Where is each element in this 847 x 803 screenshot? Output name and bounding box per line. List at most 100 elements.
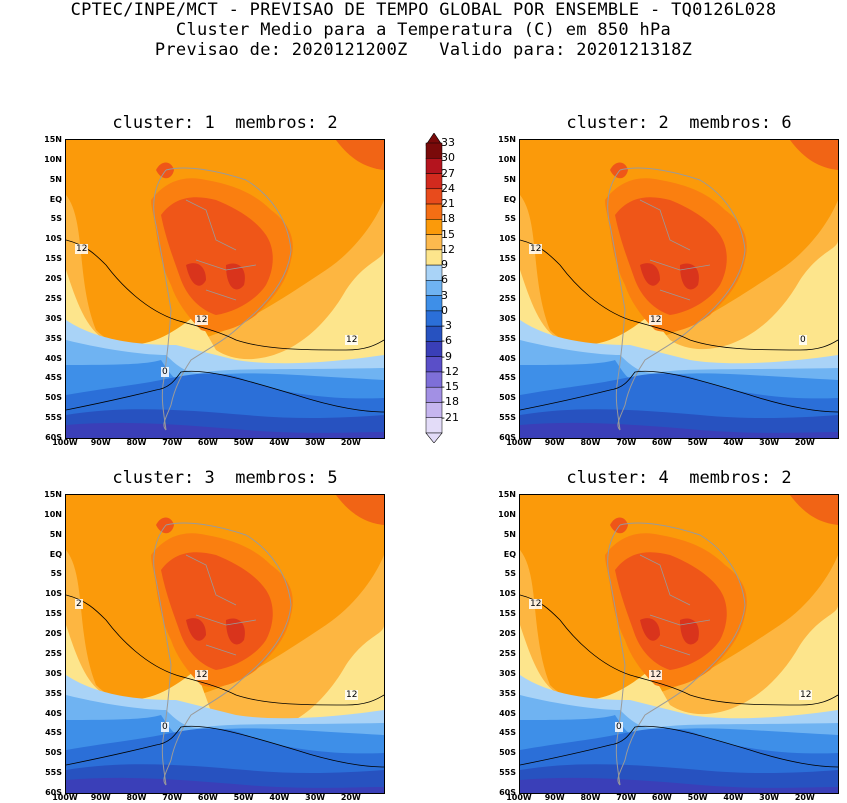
lon-tick-label: 50W (233, 793, 254, 802)
temperature-field (520, 495, 838, 793)
contour-label: 12 (195, 315, 209, 325)
lat-tick-label: 5N (503, 529, 516, 539)
colorbar-swatch (425, 371, 443, 388)
lon-tick-label: 80W (126, 438, 147, 447)
lat-tick-label: 40S (45, 708, 62, 718)
lat-tick-label: 20S (45, 274, 62, 284)
contour-label: 0 (161, 722, 169, 732)
lat-tick-label: 10N (498, 509, 516, 519)
lat-tick-label: 10N (44, 154, 62, 164)
colorbar-label: 3 (441, 288, 448, 302)
lon-tick-label: 20W (340, 793, 361, 802)
lon-tick-label: 60W (651, 438, 672, 447)
colorbar-label: -9 (441, 349, 452, 363)
lat-tick-label: 20S (499, 629, 516, 639)
colorbar-label: 24 (441, 181, 455, 195)
temperature-field (66, 140, 384, 438)
lat-tick-label: 50S (499, 748, 516, 758)
lat-tick-label: 30S (45, 668, 62, 678)
colorbar (425, 133, 443, 443)
lon-tick-label: 40W (723, 793, 744, 802)
lat-tick-label: 25S (499, 648, 516, 658)
lat-tick-label: 5S (50, 569, 62, 579)
lon-tick-label: 90W (544, 793, 565, 802)
lat-tick-label: EQ (503, 549, 516, 559)
lat-tick-label: 35S (499, 688, 516, 698)
lat-tick-label: EQ (49, 549, 62, 559)
header-title-line-2: Cluster Medio para a Temperatura (C) em … (175, 20, 672, 40)
colorbar-swatch (425, 234, 443, 251)
contour-label: 12 (529, 599, 543, 609)
colorbar-swatch (425, 280, 443, 296)
temperature-field (520, 140, 838, 438)
temperature-map-panel (519, 139, 839, 439)
contour-label: 12 (649, 670, 663, 680)
colorbar-swatch (425, 295, 443, 312)
lat-tick-label: 10N (498, 154, 516, 164)
lat-tick-label: 15S (45, 609, 62, 619)
lat-tick-label: 25S (45, 648, 62, 658)
contour-label: 12 (799, 690, 813, 700)
colorbar-label: -21 (441, 410, 459, 424)
lon-tick-label: 70W (616, 438, 637, 447)
lon-tick-label: 100W (52, 438, 78, 447)
lon-tick-label: 100W (506, 793, 532, 802)
contour-label: 12 (75, 244, 89, 254)
contour-label: 2 (75, 599, 83, 609)
colorbar-swatch (425, 264, 443, 281)
lon-tick-label: 30W (759, 438, 780, 447)
temperature-map-panel (65, 494, 385, 794)
lat-tick-label: 55S (45, 413, 62, 423)
temperature-map-panel (65, 139, 385, 439)
lon-tick-label: 30W (305, 438, 326, 447)
panel-title: cluster: 2 membros: 6 (566, 113, 792, 133)
lat-tick-label: 5S (50, 214, 62, 224)
lon-tick-label: 90W (544, 438, 565, 447)
lon-tick-label: 40W (723, 438, 744, 447)
lat-tick-label: 5S (504, 569, 516, 579)
lon-tick-label: 80W (126, 793, 147, 802)
lat-tick-label: 45S (499, 728, 516, 738)
lon-tick-label: 60W (197, 438, 218, 447)
lon-tick-label: 60W (197, 793, 218, 802)
lon-tick-label: 70W (162, 438, 183, 447)
lat-tick-label: 20S (499, 274, 516, 284)
header-title-line-1: CPTEC/INPE/MCT - PREVISAO DE TEMPO GLOBA… (70, 0, 777, 20)
colorbar-label: 9 (441, 258, 448, 272)
temperature-map-panel (519, 494, 839, 794)
lat-tick-label: 10S (499, 234, 516, 244)
lat-tick-label: EQ (49, 194, 62, 204)
lat-tick-label: 45S (45, 728, 62, 738)
colorbar-label: -12 (441, 364, 459, 378)
lat-tick-label: 10N (44, 509, 62, 519)
lat-tick-label: 20S (45, 629, 62, 639)
colorbar-label: 33 (441, 136, 455, 149)
colorbar-swatch (425, 356, 443, 373)
lon-tick-label: 70W (616, 793, 637, 802)
lat-tick-label: 55S (499, 768, 516, 778)
colorbar-label: -3 (441, 319, 452, 333)
lon-tick-label: 60W (651, 793, 672, 802)
panel-title: cluster: 3 membros: 5 (112, 468, 338, 488)
colorbar-swatch (425, 142, 443, 159)
lat-tick-label: 55S (499, 413, 516, 423)
colorbar-swatch (425, 173, 443, 190)
header-title-line-3: Previsao de: 2020121200Z Valido para: 20… (154, 40, 693, 60)
colorbar-label: 0 (441, 303, 448, 317)
lat-tick-label: 35S (499, 333, 516, 343)
colorbar-swatch (425, 158, 443, 174)
colorbar-swatch (425, 402, 443, 418)
lon-tick-label: 20W (794, 793, 815, 802)
lon-tick-label: 90W (90, 438, 111, 447)
lat-tick-label: 10S (45, 234, 62, 244)
lat-tick-label: EQ (503, 194, 516, 204)
lat-tick-label: 35S (45, 688, 62, 698)
panel-title: cluster: 4 membros: 2 (566, 468, 792, 488)
temperature-field (66, 495, 384, 793)
colorbar-label: -6 (441, 334, 452, 348)
lat-tick-label: 50S (499, 393, 516, 403)
colorbar-label: -18 (441, 395, 459, 409)
contour-label: 12 (649, 315, 663, 325)
colorbar-label: -15 (441, 380, 459, 394)
lon-tick-label: 50W (687, 438, 708, 447)
